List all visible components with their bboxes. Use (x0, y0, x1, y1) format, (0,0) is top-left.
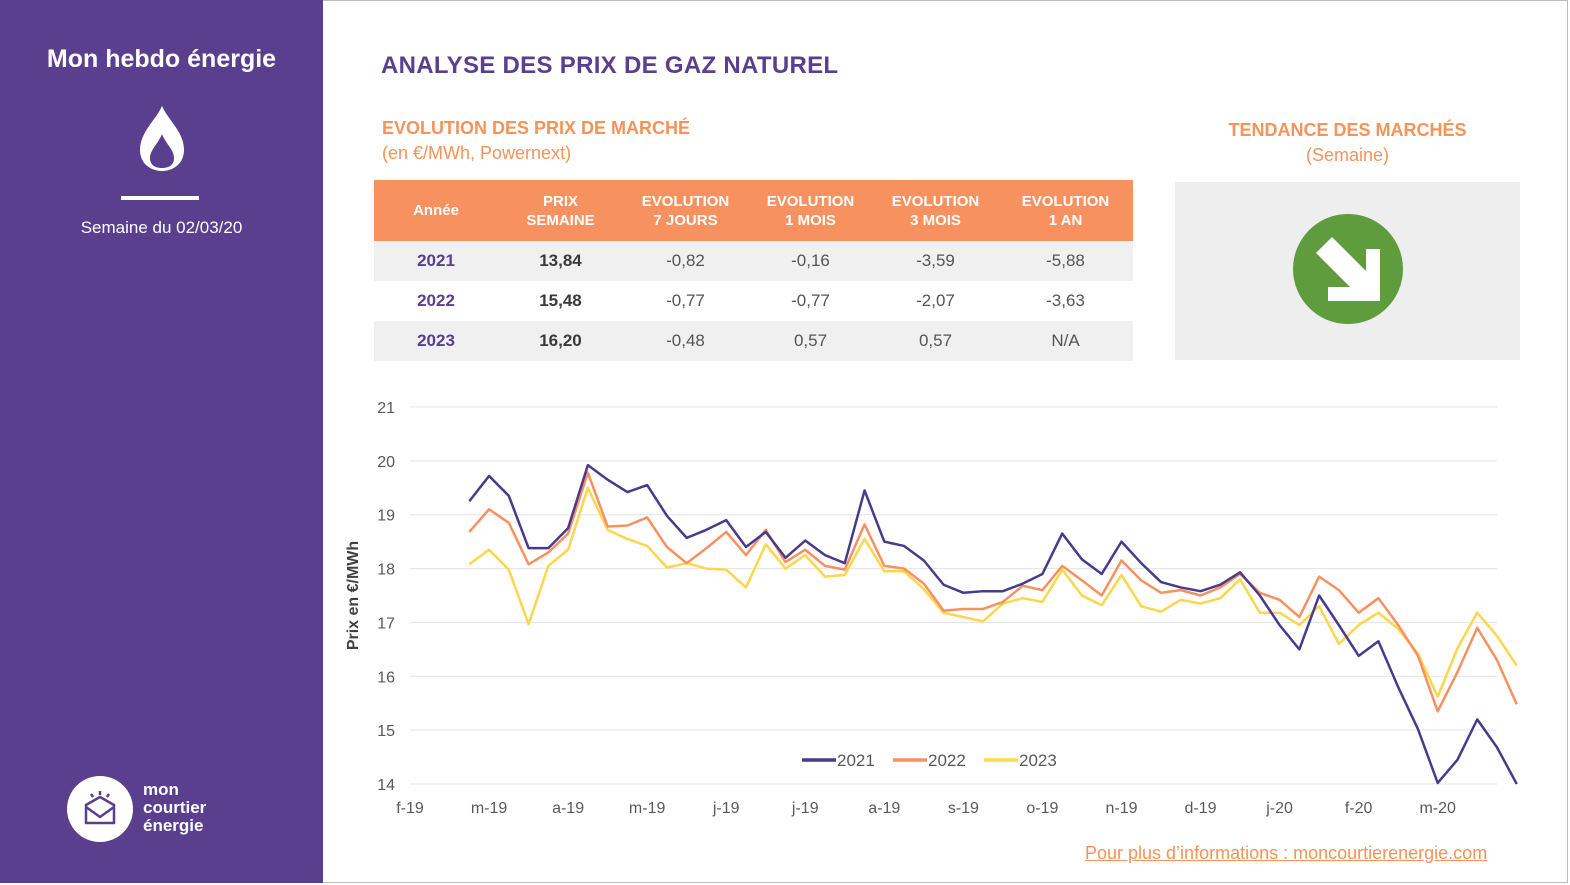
header-line: 1 AN (1048, 211, 1083, 229)
table-cell: -0,77 (666, 291, 705, 310)
logo-line: courtier (143, 798, 207, 817)
header-line: SEMAINE (526, 211, 595, 229)
header-cell: EVOLUTION 7 JOURS (623, 180, 748, 241)
table-cell: -0,77 (791, 291, 830, 310)
header-cell: EVOLUTION 1 AN (998, 180, 1133, 241)
header-line: PRIX (542, 192, 578, 210)
header-line: 3 MOIS (910, 211, 961, 229)
y-tick-label: 20 (377, 454, 395, 471)
y-tick-label: 16 (377, 669, 395, 686)
table-row: 2023 16,20 -0,48 0,57 0,57 N/A (374, 321, 1133, 361)
y-tick-label: 18 (377, 562, 395, 579)
x-tick-label: a-19 (868, 800, 900, 817)
x-tick-label: s-19 (948, 800, 979, 817)
x-tick-label: m-19 (629, 800, 666, 817)
series-line-2023 (468, 486, 1518, 699)
table-cell: -3,59 (873, 241, 998, 281)
year-cell: 2022 (417, 291, 455, 310)
year-cell: 2021 (374, 241, 498, 281)
trend-subtitle: (Semaine) (1305, 145, 1390, 165)
header-line: Année (413, 202, 459, 219)
table-header-row: Année PRIX SEMAINE EVOLUTION 7 JOURS EVOLU… (374, 180, 1133, 241)
x-tick-label: m-20 (1419, 800, 1456, 817)
y-axis-label: Prix en €/MWh (345, 541, 362, 650)
x-tick-label: n-19 (1105, 800, 1137, 817)
table-cell: -2,07 (916, 291, 955, 310)
price-cell: 15,48 (539, 291, 582, 310)
price-cell: 16,20 (498, 321, 623, 361)
table-cell: -0,82 (623, 241, 748, 281)
header-line: EVOLUTION (891, 192, 980, 210)
y-tick-label: 21 (377, 400, 395, 417)
header-line: 1 MOIS (785, 211, 836, 229)
x-tick-label: j-19 (791, 800, 819, 817)
table-cell: 0,57 (748, 321, 873, 361)
table-cell: -3,63 (1046, 291, 1085, 310)
year-cell: 2023 (374, 321, 498, 361)
table-row: 2022 15,48 -0,77 -0,77 -2,07 -3,63 (374, 281, 1133, 321)
table-row: 2021 13,84 -0,82 -0,16 -3,59 -5,88 (374, 241, 1133, 281)
sidebar-divider (121, 196, 199, 200)
section-note: (en €/MWh, Powernext) (382, 143, 572, 163)
x-tick-label: j-20 (1265, 800, 1293, 817)
header-line: EVOLUTION (766, 192, 855, 210)
table-cell: -0,48 (623, 321, 748, 361)
price-cell: 13,84 (498, 241, 623, 281)
y-tick-label: 19 (377, 508, 395, 525)
table-cell: N/A (998, 321, 1133, 361)
logo-wordmark: mon courtier énergie (143, 781, 206, 835)
legend-label: 2023 (1019, 751, 1057, 770)
y-tick-label: 14 (377, 777, 395, 794)
y-tick-label: 17 (377, 615, 395, 632)
x-tick-label: f-20 (1345, 800, 1373, 817)
header-cell: Année (374, 180, 498, 241)
week-label: Semaine du 02/03/20 (80, 218, 243, 237)
header-line: EVOLUTION (1021, 192, 1110, 210)
y-tick-label: 15 (377, 723, 395, 740)
x-tick-label: d-19 (1185, 800, 1217, 817)
table-cell: -5,88 (998, 241, 1133, 281)
page-title: ANALYSE DES PRIX DE GAZ NATUREL (381, 52, 839, 79)
x-tick-label: o-19 (1026, 800, 1058, 817)
trend-panel (1175, 182, 1520, 360)
series-line-2021 (468, 463, 1518, 785)
logo-line: énergie (143, 816, 204, 835)
section-title: EVOLUTION DES PRIX DE MARCHÉ (382, 118, 691, 138)
x-tick-label: f-19 (396, 800, 424, 817)
header-line: EVOLUTION (641, 192, 730, 210)
legend-label: 2022 (928, 751, 966, 770)
arrow-down-right-icon (1293, 214, 1403, 324)
info-link[interactable]: Pour plus d’informations : moncourtieren… (1085, 843, 1488, 863)
table-cell: -0,16 (748, 241, 873, 281)
flame-icon (140, 106, 184, 171)
x-tick-label: j-19 (712, 800, 740, 817)
sidebar: Mon hebdo énergie Semaine du 02/03/20 mo… (0, 0, 323, 883)
price-table: Année PRIX SEMAINE EVOLUTION 7 JOURS EVOLU… (374, 180, 1133, 361)
header-cell: EVOLUTION 1 MOIS (748, 180, 873, 241)
logo-line: mon (143, 780, 179, 799)
trend-title: TENDANCE DES MARCHÉS (1228, 120, 1467, 140)
x-tick-label: m-19 (471, 800, 508, 817)
series-line-2022 (468, 471, 1518, 713)
envelope-sun-icon (84, 791, 116, 825)
logo-badge (67, 776, 133, 842)
sidebar-title: Mon hebdo énergie (46, 45, 277, 73)
legend-label: 2021 (837, 751, 875, 770)
x-tick-label: a-19 (552, 800, 584, 817)
header-cell: PRIX SEMAINE (498, 180, 623, 241)
header-line: 7 JOURS (653, 211, 718, 229)
table-cell: 0,57 (873, 321, 998, 361)
header-cell: EVOLUTION 3 MOIS (873, 180, 998, 241)
